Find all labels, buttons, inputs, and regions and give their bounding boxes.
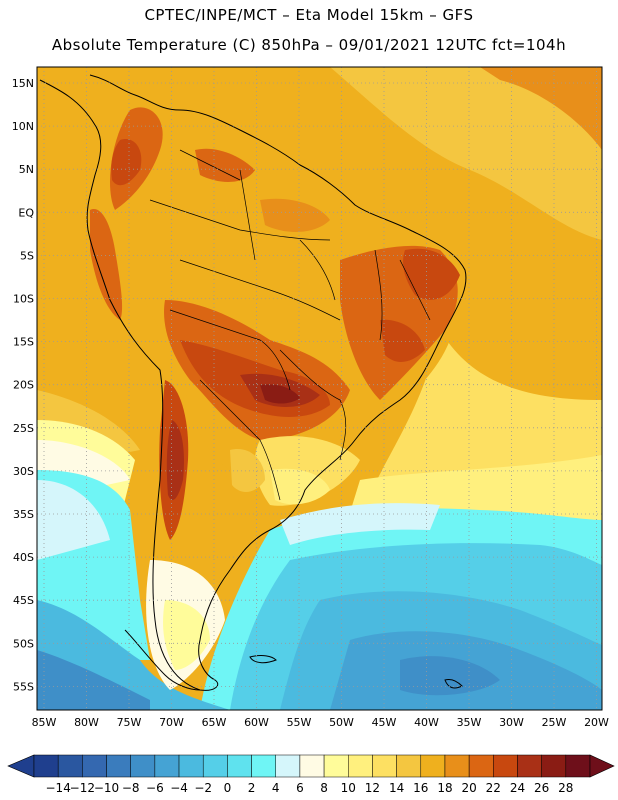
- colorbar-tick-label: 12: [365, 781, 380, 795]
- temperature-field: [37, 67, 602, 710]
- colorbar-swatch: [348, 754, 373, 778]
- colorbar-tick-label: 14: [389, 781, 404, 795]
- colorbar-swatch: [396, 754, 422, 778]
- colorbar-swatch: [565, 754, 591, 778]
- lat-label: 55S: [13, 680, 34, 693]
- lon-label: 65W: [202, 716, 227, 729]
- latitude-labels: 15N 10N 5N EQ 5S 10S 15S 20S 25S 30S 35S 40S 45S 50S 5…: [12, 77, 35, 693]
- lat-label: 50S: [13, 637, 34, 650]
- colorbar-tick-label: 16: [413, 781, 428, 795]
- lon-label: 60W: [244, 716, 269, 729]
- lon-label: 70W: [159, 716, 184, 729]
- colorbar-tick-label: 0: [224, 781, 232, 795]
- lat-label: EQ: [18, 206, 34, 219]
- colorbar-tick-label: −10: [94, 781, 119, 795]
- colorbar-swatch: [323, 754, 349, 778]
- colorbar-swatch: [251, 754, 276, 778]
- colorbar-swatch: [202, 754, 228, 778]
- colorbar-swatch: [493, 754, 518, 778]
- colorbar-tick-label: −12: [70, 781, 95, 795]
- colorbar-tick-label: −14: [46, 781, 71, 795]
- colorbar-swatch: [275, 754, 301, 778]
- colorbar-swatch: [420, 754, 446, 778]
- lat-label: 40S: [13, 551, 34, 564]
- longitude-labels: 85W 80W 75W 70W 65W 60W 55W 50W 45W 40W 35W 30W 25W 2…: [32, 716, 609, 729]
- lat-label: 10N: [12, 120, 34, 133]
- colorbar-swatch: [82, 754, 107, 778]
- colorbar-tick-label: −6: [146, 781, 164, 795]
- colorbar-tick-label: 24: [510, 781, 525, 795]
- lon-label: 55W: [287, 716, 312, 729]
- colorbar-max-arrow: [589, 754, 615, 778]
- colorbar-swatch: [541, 754, 567, 778]
- lat-label: 20S: [13, 379, 34, 392]
- colorbar-tick-label: 6: [296, 781, 304, 795]
- colorbar-tick-label: 10: [341, 781, 356, 795]
- lon-label: 85W: [32, 716, 57, 729]
- colorbar-tick-label: 18: [437, 781, 452, 795]
- lat-label: 45S: [13, 594, 34, 607]
- colorbar-swatch: [299, 754, 325, 778]
- lat-label: 5S: [20, 249, 34, 262]
- map-title-line-1: CPTEC/INPE/MCT – Eta Model 15km – GFS: [144, 6, 474, 24]
- colorbar-tick-label: 22: [486, 781, 501, 795]
- colorbar-swatch: [106, 754, 131, 778]
- colorbar-tick-label: 2: [248, 781, 256, 795]
- lon-label: 20W: [584, 716, 609, 729]
- colorbar-tick-label: 28: [558, 781, 573, 795]
- colorbar-tick-label: −8: [122, 781, 140, 795]
- lat-label: 15N: [12, 77, 34, 90]
- lon-label: 30W: [499, 716, 524, 729]
- colorbar-swatch: [468, 754, 494, 778]
- lon-label: 45W: [372, 716, 397, 729]
- colorbar-swatch: [178, 754, 204, 778]
- colorbar-swatch: [372, 754, 397, 778]
- colorbar-swatch: [130, 754, 156, 778]
- colorbar-tick-label: 4: [272, 781, 280, 795]
- colorbar-swatch: [57, 754, 83, 778]
- lat-label: 5N: [19, 163, 34, 176]
- colorbar-swatch: [33, 754, 59, 778]
- map-frame: [36, 66, 603, 711]
- colorbar-tick-label: 8: [320, 781, 328, 795]
- lat-label: 15S: [13, 336, 34, 349]
- lon-label: 25W: [542, 716, 567, 729]
- colorbar-swatch: [517, 754, 542, 778]
- colorbar-tick-label: −2: [194, 781, 212, 795]
- map-title-line-2: Absolute Temperature (C) 850hPa – 09/01/…: [51, 36, 567, 54]
- lon-label: 35W: [457, 716, 482, 729]
- lat-label: 35S: [13, 508, 34, 521]
- lon-label: 75W: [117, 716, 142, 729]
- colorbar-min-arrow: [7, 754, 35, 778]
- lon-label: 40W: [414, 716, 439, 729]
- lat-label: 30S: [13, 465, 34, 478]
- country-borders: [149, 149, 431, 501]
- lat-label: 25S: [13, 422, 34, 435]
- colorbar-tick-label: 20: [461, 781, 476, 795]
- colorbar-swatch: [154, 754, 180, 778]
- colorbar-tick-label: −4: [170, 781, 188, 795]
- colorbar-swatch: [444, 754, 470, 778]
- colorbar-swatch: [227, 754, 252, 778]
- lon-label: 50W: [329, 716, 354, 729]
- lon-label: 80W: [74, 716, 99, 729]
- colorbar-tick-label: 26: [534, 781, 549, 795]
- lat-label: 10S: [13, 293, 34, 306]
